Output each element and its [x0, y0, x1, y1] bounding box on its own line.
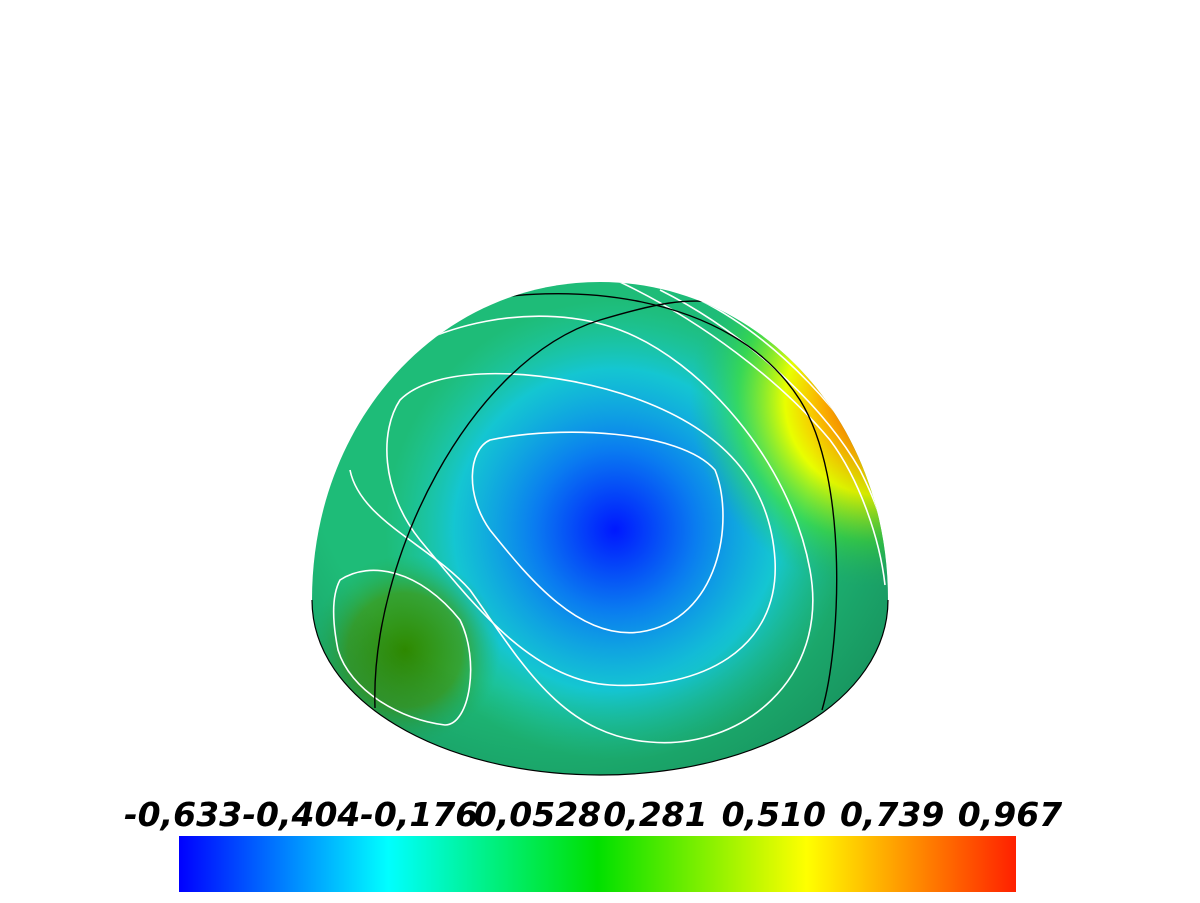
- colorbar-tick-label: 0,510: [722, 795, 826, 834]
- colorbar-gradient: [179, 836, 1016, 892]
- hemisphere: [312, 282, 888, 775]
- colorbar-tick-label: 0,281: [603, 795, 707, 834]
- hemisphere-rim: [311, 599, 889, 776]
- colorbar-tick-label: 0,739: [840, 795, 944, 834]
- colorbar-tick-label: -0,633: [124, 795, 242, 834]
- colorbar-tick-label: -0,404: [242, 795, 360, 834]
- contour-lines: [332, 282, 886, 744]
- colorbar-tick-label: 0,0528: [474, 795, 601, 834]
- grid-arcs: [374, 292, 838, 711]
- colorbar-tick-label: 0,967: [958, 795, 1062, 834]
- colorbar-tick-label: -0,176: [360, 795, 478, 834]
